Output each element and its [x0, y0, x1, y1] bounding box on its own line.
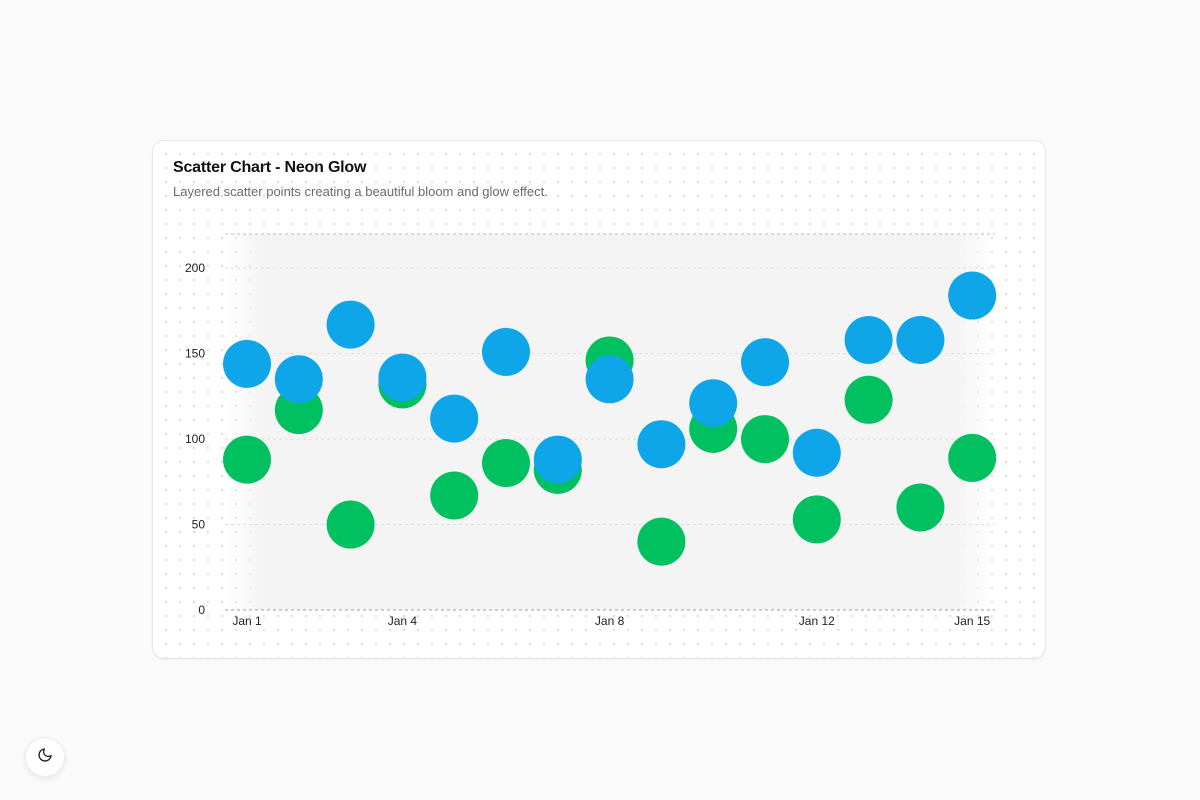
- scatter-point: [844, 375, 893, 424]
- scatter-point: [792, 495, 841, 544]
- x-tick-label: Jan 8: [595, 614, 625, 628]
- y-tick-label: 200: [185, 261, 205, 275]
- scatter-point: [948, 433, 997, 482]
- chart-title: Scatter Chart - Neon Glow: [173, 159, 367, 176]
- scatter-point: [948, 271, 997, 320]
- scatter-point: [741, 338, 789, 387]
- scatter-point: [274, 355, 323, 404]
- x-tick-label: Jan 4: [388, 614, 418, 628]
- y-tick-label: 150: [185, 347, 205, 361]
- moon-icon: [37, 747, 53, 768]
- scatter-point: [585, 355, 634, 404]
- scatter-point: [689, 379, 738, 428]
- theme-toggle-button[interactable]: [25, 737, 65, 777]
- scatter-point: [637, 517, 686, 566]
- scatter-point: [430, 394, 479, 443]
- x-tick-label: Jan 15: [954, 614, 990, 628]
- chart-subtitle: Layered scatter points creating a beauti…: [173, 184, 548, 199]
- scatter-point: [223, 339, 271, 388]
- y-tick-label: 50: [192, 518, 206, 532]
- scatter-point: [223, 435, 271, 484]
- x-tick-label: Jan 12: [799, 614, 835, 628]
- scatter-point: [896, 483, 945, 532]
- y-tick-label: 100: [185, 432, 205, 446]
- scatter-point: [326, 500, 375, 549]
- chart-card: Scatter Chart - Neon Glow Layered scatte…: [152, 140, 1046, 659]
- scatter-point: [378, 353, 427, 402]
- scatter-point: [482, 439, 530, 488]
- scatter-point: [896, 315, 945, 364]
- scatter-point: [326, 300, 375, 349]
- scatter-point: [792, 428, 841, 477]
- y-tick-label: 0: [198, 603, 205, 617]
- scatter-point: [482, 327, 530, 376]
- scatter-point: [741, 415, 789, 464]
- series-blue: [223, 271, 997, 484]
- scatter-point: [637, 420, 686, 469]
- scatter-point: [844, 315, 893, 364]
- scatter-chart: 0 50 100 150 200 Jan 1 Jan 4 Jan 8 Jan 12 Jan 15: [185, 233, 997, 628]
- scatter-point: [533, 435, 582, 484]
- scatter-point: [430, 471, 479, 520]
- plot-background: [225, 234, 995, 610]
- x-tick-label: Jan 1: [232, 614, 262, 628]
